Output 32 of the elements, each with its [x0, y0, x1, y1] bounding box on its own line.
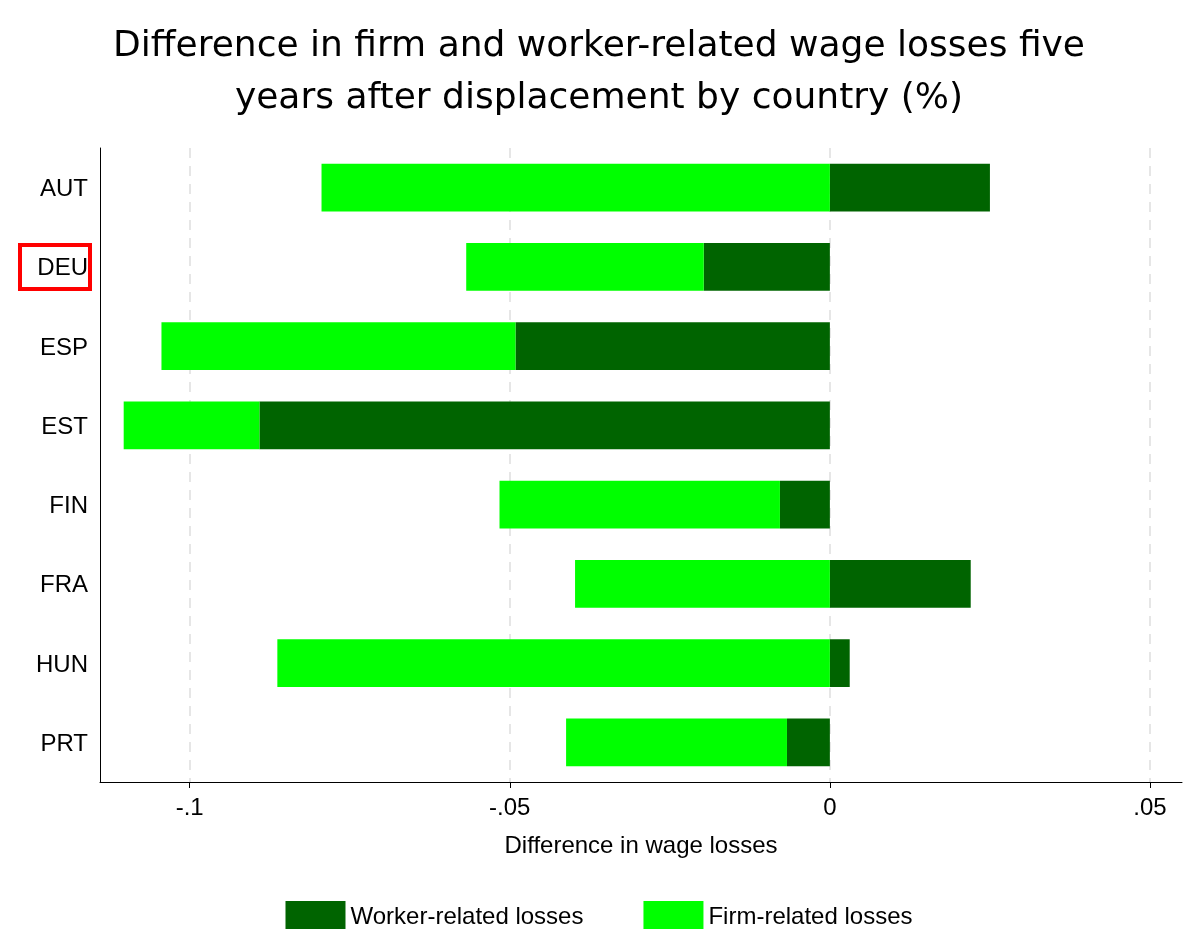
bar: [321, 163, 830, 212]
bar: [161, 322, 516, 370]
bar: [499, 480, 780, 529]
x-tick-label: -.1: [175, 792, 204, 820]
bar: [123, 401, 260, 450]
y-tick-label: ESP: [39, 332, 88, 360]
y-tick-label: EST: [41, 411, 89, 439]
bar: [829, 163, 990, 212]
bar: [829, 639, 850, 687]
x-tick-label: -.05: [489, 792, 531, 820]
y-tick-label: DEU: [37, 253, 88, 281]
legend-label: Firm-related losses: [708, 901, 913, 929]
bar: [277, 639, 830, 687]
chart-title: Difference in firm and worker-related wage losses five years after displacement by country (%): [112, 22, 1086, 116]
x-axis-title: Difference in wage losses: [504, 830, 778, 858]
bar: [779, 480, 830, 529]
y-tick-label: AUT: [40, 174, 89, 202]
y-tick-label: HUN: [36, 649, 88, 677]
bar: [829, 560, 971, 608]
bar: [466, 243, 704, 291]
legend-label: Worker-related losses: [350, 901, 584, 929]
x-tick-label: .05: [1133, 792, 1167, 820]
y-tick-label: FIN: [49, 491, 88, 519]
x-tick-label: 0: [823, 792, 837, 820]
y-tick-label: FRA: [40, 570, 88, 598]
bar: [575, 560, 830, 608]
bar: [515, 322, 830, 370]
bar: [259, 401, 830, 450]
bar: [786, 718, 830, 767]
bar: [566, 718, 787, 767]
y-tick-label: PRT: [40, 728, 89, 756]
bar: [703, 243, 830, 291]
